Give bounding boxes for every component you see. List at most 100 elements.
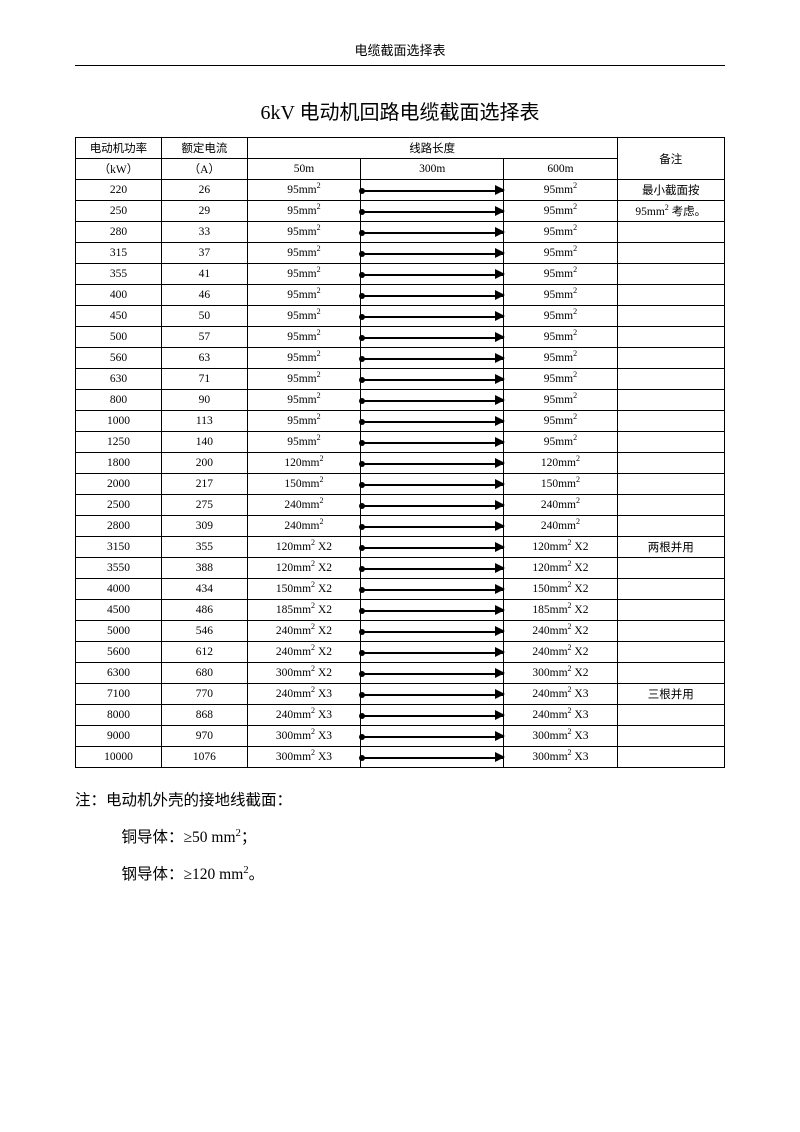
cell-50m: 95mm2 xyxy=(247,369,360,390)
cell-600m: 95mm2 xyxy=(504,432,617,453)
cell-current: 486 xyxy=(161,600,247,621)
cell-power: 280 xyxy=(76,222,162,243)
cell-50m: 240mm2 X3 xyxy=(247,705,360,726)
cell-remark xyxy=(617,432,724,453)
cell-current: 50 xyxy=(161,306,247,327)
cell-300m xyxy=(361,327,504,348)
arrow-icon xyxy=(361,316,503,318)
cell-power: 4000 xyxy=(76,579,162,600)
cell-50m: 300mm2 X2 xyxy=(247,663,360,684)
cell-300m xyxy=(361,663,504,684)
cell-50m: 120mm2 X2 xyxy=(247,558,360,579)
col-current-label: 额定电流 xyxy=(161,138,247,159)
cell-power: 1250 xyxy=(76,432,162,453)
cell-current: 37 xyxy=(161,243,247,264)
arrow-icon xyxy=(361,736,503,738)
table-row: 3150355120mm2 X2120mm2 X2两根并用 xyxy=(76,537,725,558)
cell-50m: 95mm2 xyxy=(247,222,360,243)
col-l600: 600m xyxy=(504,159,617,180)
table-row: 125014095mm295mm2 xyxy=(76,432,725,453)
cell-50m: 95mm2 xyxy=(247,411,360,432)
cell-power: 3150 xyxy=(76,537,162,558)
arrow-icon xyxy=(361,568,503,570)
cell-current: 680 xyxy=(161,663,247,684)
cell-600m: 150mm2 xyxy=(504,474,617,495)
arrow-icon xyxy=(361,673,503,675)
cell-600m: 95mm2 xyxy=(504,264,617,285)
cell-remark xyxy=(617,327,724,348)
cell-current: 71 xyxy=(161,369,247,390)
cell-remark xyxy=(617,663,724,684)
cell-300m xyxy=(361,600,504,621)
cell-300m xyxy=(361,495,504,516)
cell-remark xyxy=(617,642,724,663)
arrow-icon xyxy=(361,253,503,255)
col-current-unit: （A） xyxy=(161,159,247,180)
cell-current: 217 xyxy=(161,474,247,495)
table-row: 9000970300mm2 X3300mm2 X3 xyxy=(76,726,725,747)
cell-power: 5000 xyxy=(76,621,162,642)
cable-selection-table: 电动机功率 额定电流 线路长度 备注 （kW） （A） 50m 300m 600… xyxy=(75,137,725,768)
cell-300m xyxy=(361,453,504,474)
cell-300m xyxy=(361,432,504,453)
cell-power: 2800 xyxy=(76,516,162,537)
cell-power: 7100 xyxy=(76,684,162,705)
table-row: 7100770240mm2 X3240mm2 X3三根并用 xyxy=(76,684,725,705)
document-title: 6kV 电动机回路电缆截面选择表 xyxy=(75,96,725,125)
cell-600m: 95mm2 xyxy=(504,201,617,222)
cell-current: 41 xyxy=(161,264,247,285)
cell-600m: 120mm2 xyxy=(504,453,617,474)
cell-current: 355 xyxy=(161,537,247,558)
table-row: 6307195mm295mm2 xyxy=(76,369,725,390)
cell-50m: 95mm2 xyxy=(247,306,360,327)
cell-300m xyxy=(361,684,504,705)
cell-current: 868 xyxy=(161,705,247,726)
cell-remark xyxy=(617,474,724,495)
cell-50m: 185mm2 X2 xyxy=(247,600,360,621)
arrow-icon xyxy=(361,484,503,486)
table-row: 4000434150mm2 X2150mm2 X2 xyxy=(76,579,725,600)
note-line-2: 铜导体：≥50 mm2； xyxy=(75,819,725,856)
cell-50m: 95mm2 xyxy=(247,243,360,264)
cell-600m: 95mm2 xyxy=(504,411,617,432)
cell-50m: 95mm2 xyxy=(247,285,360,306)
cell-remark xyxy=(617,726,724,747)
cell-current: 29 xyxy=(161,201,247,222)
table-row: 3554195mm295mm2 xyxy=(76,264,725,285)
cell-current: 612 xyxy=(161,642,247,663)
cell-remark xyxy=(617,285,724,306)
col-l50: 50m xyxy=(247,159,360,180)
cell-600m: 95mm2 xyxy=(504,222,617,243)
table-row: 5000546240mm2 X2240mm2 X2 xyxy=(76,621,725,642)
cell-remark xyxy=(617,411,724,432)
cell-600m: 95mm2 xyxy=(504,180,617,201)
cell-600m: 120mm2 X2 xyxy=(504,537,617,558)
col-remark: 备注 xyxy=(617,138,724,180)
cell-remark xyxy=(617,243,724,264)
arrow-icon xyxy=(361,547,503,549)
arrow-icon xyxy=(361,379,503,381)
cell-power: 500 xyxy=(76,327,162,348)
arrow-icon xyxy=(361,694,503,696)
cell-remark xyxy=(617,222,724,243)
arrow-icon xyxy=(361,400,503,402)
cell-50m: 95mm2 xyxy=(247,201,360,222)
cell-600m: 240mm2 xyxy=(504,516,617,537)
cell-current: 113 xyxy=(161,411,247,432)
cell-300m xyxy=(361,180,504,201)
cell-300m xyxy=(361,579,504,600)
cell-remark xyxy=(617,348,724,369)
arrow-icon xyxy=(361,211,503,213)
table-row: 8000868240mm2 X3240mm2 X3 xyxy=(76,705,725,726)
cell-remark xyxy=(617,579,724,600)
cell-power: 6300 xyxy=(76,663,162,684)
arrow-icon xyxy=(361,526,503,528)
cell-power: 10000 xyxy=(76,747,162,768)
arrow-icon xyxy=(361,652,503,654)
table-row: 1800200120mm2120mm2 xyxy=(76,453,725,474)
table-row: 2500275240mm2240mm2 xyxy=(76,495,725,516)
cell-600m: 95mm2 xyxy=(504,348,617,369)
table-row: 2800309240mm2240mm2 xyxy=(76,516,725,537)
cell-current: 200 xyxy=(161,453,247,474)
cell-300m xyxy=(361,390,504,411)
